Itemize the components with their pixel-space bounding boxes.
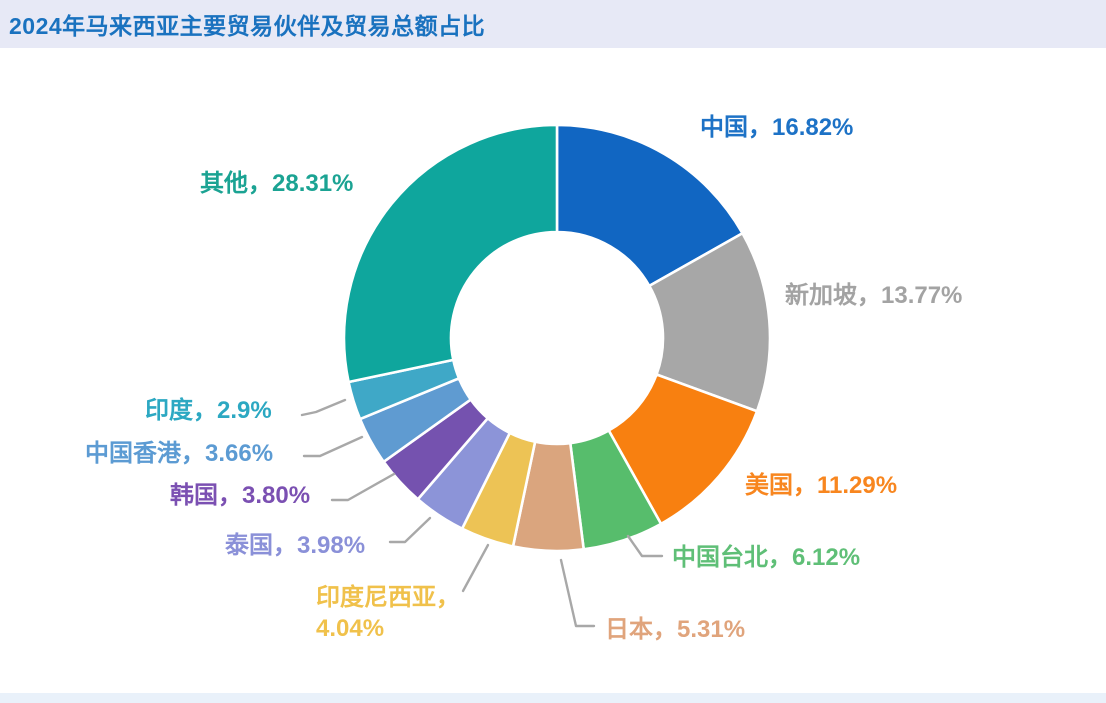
leader-line-hongkong (302, 435, 364, 458)
leader-line-thailand (388, 516, 432, 544)
title-bar: 2024年马来西亚主要贸易伙伴及贸易总额占比 (0, 0, 1106, 48)
slice-others (342, 123, 559, 384)
chart-title: 2024年马来西亚主要贸易伙伴及贸易总额占比 (9, 13, 486, 39)
leader-line-taipei (626, 534, 664, 558)
leader-line-indonesia (461, 543, 490, 593)
leader-line-korea (330, 472, 396, 502)
leader-line-japan (559, 558, 596, 628)
slice-china (555, 123, 744, 288)
bottom-strip (0, 693, 1106, 703)
slice-singapore (648, 231, 772, 413)
leader-line-india (300, 398, 347, 417)
